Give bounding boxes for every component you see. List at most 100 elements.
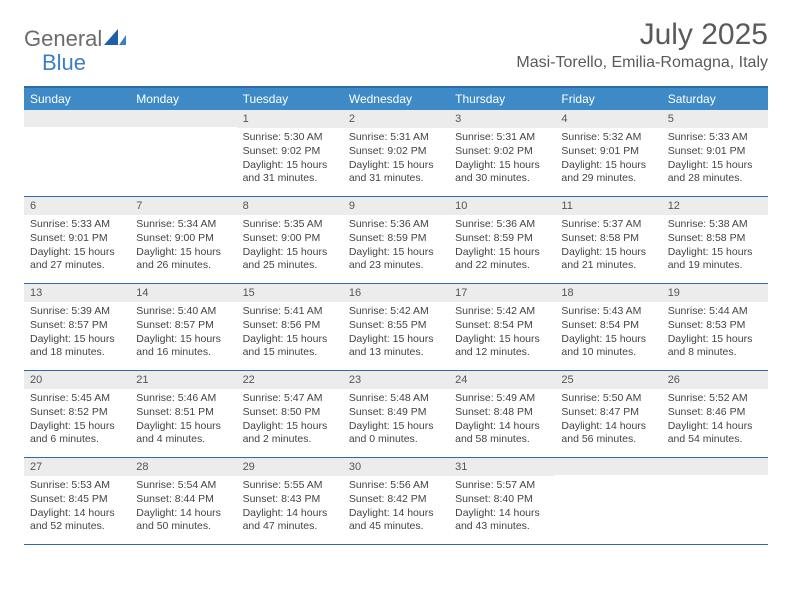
day-number: 17	[449, 284, 555, 302]
day-header-sat: Saturday	[662, 88, 768, 110]
title-block: July 2025 Masi-Torello, Emilia-Romagna, …	[516, 18, 768, 72]
sunset-text: Sunset: 9:01 PM	[30, 232, 124, 246]
sunset-text: Sunset: 8:55 PM	[349, 319, 443, 333]
day-body: Sunrise: 5:49 AMSunset: 8:48 PMDaylight:…	[449, 389, 555, 453]
day-header-row: Sunday Monday Tuesday Wednesday Thursday…	[24, 88, 768, 110]
daylight-text: Daylight: 14 hours and 56 minutes.	[561, 420, 655, 447]
day-cell: 14 Sunrise: 5:40 AMSunset: 8:57 PMDayligh…	[130, 284, 236, 370]
daylight-text: Daylight: 15 hours and 31 minutes.	[349, 159, 443, 186]
day-body: Sunrise: 5:46 AMSunset: 8:51 PMDaylight:…	[130, 389, 236, 453]
sunset-text: Sunset: 8:49 PM	[349, 406, 443, 420]
day-number: 20	[24, 371, 130, 389]
sunrise-text: Sunrise: 5:57 AM	[455, 479, 549, 493]
daylight-text: Daylight: 15 hours and 4 minutes.	[136, 420, 230, 447]
sunrise-text: Sunrise: 5:33 AM	[668, 131, 762, 145]
sunset-text: Sunset: 8:53 PM	[668, 319, 762, 333]
day-number: 4	[555, 110, 661, 128]
daylight-text: Daylight: 15 hours and 16 minutes.	[136, 333, 230, 360]
logo-sail-icon	[104, 29, 126, 52]
day-cell: 15Sunrise: 5:41 AMSunset: 8:56 PMDayligh…	[237, 284, 343, 370]
day-body: Sunrise: 5:35 AMSunset: 9:00 PMDaylight:…	[237, 215, 343, 279]
day-body: Sunrise: 5:33 AMSunset: 9:01 PMDaylight:…	[662, 128, 768, 192]
day-number: 19	[662, 284, 768, 302]
daylight-text: Daylight: 15 hours and 29 minutes.	[561, 159, 655, 186]
sunrise-text: Sunrise: 5:31 AM	[455, 131, 549, 145]
daylight-text: Daylight: 15 hours and 10 minutes.	[561, 333, 655, 360]
week-row: 1Sunrise: 5:30 AMSunset: 9:02 PMDaylight…	[24, 110, 768, 197]
daylight-text: Daylight: 15 hours and 18 minutes.	[30, 333, 124, 360]
day-number: 9	[343, 197, 449, 215]
day-number: 25	[555, 371, 661, 389]
day-number: 7	[130, 197, 236, 215]
sunset-text: Sunset: 8:50 PM	[243, 406, 337, 420]
day-number: 14	[130, 284, 236, 302]
sunset-text: Sunset: 9:01 PM	[561, 145, 655, 159]
day-cell: 25Sunrise: 5:50 AMSunset: 8:47 PMDayligh…	[555, 371, 661, 457]
day-cell: 24Sunrise: 5:49 AMSunset: 8:48 PMDayligh…	[449, 371, 555, 457]
day-cell: 8Sunrise: 5:35 AMSunset: 9:00 PMDaylight…	[237, 197, 343, 283]
day-body: Sunrise: 5:39 AMSunset: 8:57 PMDaylight:…	[24, 302, 130, 366]
daylight-text: Daylight: 15 hours and 19 minutes.	[668, 246, 762, 273]
day-cell: 29Sunrise: 5:55 AMSunset: 8:43 PMDayligh…	[237, 458, 343, 544]
sunrise-text: Sunrise: 5:42 AM	[349, 305, 443, 319]
sunset-text: Sunset: 8:56 PM	[243, 319, 337, 333]
daylight-text: Daylight: 14 hours and 47 minutes.	[243, 507, 337, 534]
daylight-text: Daylight: 15 hours and 8 minutes.	[668, 333, 762, 360]
day-number: 28	[130, 458, 236, 476]
day-cell: 12Sunrise: 5:38 AMSunset: 8:58 PMDayligh…	[662, 197, 768, 283]
sunrise-text: Sunrise: 5:34 AM	[136, 218, 230, 232]
day-cell: 13Sunrise: 5:39 AMSunset: 8:57 PMDayligh…	[24, 284, 130, 370]
logo: General	[24, 26, 126, 52]
day-cell: 20Sunrise: 5:45 AMSunset: 8:52 PMDayligh…	[24, 371, 130, 457]
day-body: Sunrise: 5:52 AMSunset: 8:46 PMDaylight:…	[662, 389, 768, 453]
daylight-text: Daylight: 15 hours and 26 minutes.	[136, 246, 230, 273]
day-cell: 1Sunrise: 5:30 AMSunset: 9:02 PMDaylight…	[237, 110, 343, 196]
sunrise-text: Sunrise: 5:52 AM	[668, 392, 762, 406]
day-body: Sunrise: 5:32 AMSunset: 9:01 PMDaylight:…	[555, 128, 661, 192]
day-number: 24	[449, 371, 555, 389]
day-number: 29	[237, 458, 343, 476]
sunrise-text: Sunrise: 5:30 AM	[243, 131, 337, 145]
daylight-text: Daylight: 15 hours and 27 minutes.	[30, 246, 124, 273]
location: Masi-Torello, Emilia-Romagna, Italy	[516, 54, 768, 72]
sunrise-text: Sunrise: 5:48 AM	[349, 392, 443, 406]
daylight-text: Daylight: 14 hours and 50 minutes.	[136, 507, 230, 534]
sunset-text: Sunset: 9:02 PM	[349, 145, 443, 159]
day-body: Sunrise: 5:36 AMSunset: 8:59 PMDaylight:…	[449, 215, 555, 279]
sunset-text: Sunset: 8:57 PM	[136, 319, 230, 333]
daylight-text: Daylight: 15 hours and 15 minutes.	[243, 333, 337, 360]
day-number: 31	[449, 458, 555, 476]
day-body: Sunrise: 5:55 AMSunset: 8:43 PMDaylight:…	[237, 476, 343, 540]
day-body: Sunrise: 5:47 AMSunset: 8:50 PMDaylight:…	[237, 389, 343, 453]
sunset-text: Sunset: 8:59 PM	[349, 232, 443, 246]
week-row: 13Sunrise: 5:39 AMSunset: 8:57 PMDayligh…	[24, 284, 768, 371]
day-header-tue: Tuesday	[237, 88, 343, 110]
day-number: 12	[662, 197, 768, 215]
day-number: 8	[237, 197, 343, 215]
day-cell: 7Sunrise: 5:34 AMSunset: 9:00 PMDaylight…	[130, 197, 236, 283]
day-cell	[130, 110, 236, 196]
sunrise-text: Sunrise: 5:54 AM	[136, 479, 230, 493]
sunrise-text: Sunrise: 5:55 AM	[243, 479, 337, 493]
sunset-text: Sunset: 8:40 PM	[455, 493, 549, 507]
sunrise-text: Sunrise: 5:44 AM	[668, 305, 762, 319]
day-number	[555, 458, 661, 475]
day-cell: 18Sunrise: 5:43 AMSunset: 8:54 PMDayligh…	[555, 284, 661, 370]
sunrise-text: Sunrise: 5:39 AM	[30, 305, 124, 319]
day-body: Sunrise: 5:31 AMSunset: 9:02 PMDaylight:…	[449, 128, 555, 192]
daylight-text: Daylight: 15 hours and 30 minutes.	[455, 159, 549, 186]
day-cell: 19 Sunrise: 5:44 AMSunset: 8:53 PMDayligh…	[662, 284, 768, 370]
sunset-text: Sunset: 9:00 PM	[136, 232, 230, 246]
day-number: 21	[130, 371, 236, 389]
sunset-text: Sunset: 8:58 PM	[668, 232, 762, 246]
day-cell: 16Sunrise: 5:42 AMSunset: 8:55 PMDayligh…	[343, 284, 449, 370]
daylight-text: Daylight: 15 hours and 25 minutes.	[243, 246, 337, 273]
sunrise-text: Sunrise: 5:40 AM	[136, 305, 230, 319]
day-number: 27	[24, 458, 130, 476]
sunset-text: Sunset: 9:02 PM	[243, 145, 337, 159]
sunset-text: Sunset: 8:44 PM	[136, 493, 230, 507]
sunrise-text: Sunrise: 5:49 AM	[455, 392, 549, 406]
day-cell	[555, 458, 661, 544]
logo-text-general: General	[24, 26, 102, 52]
day-body: Sunrise: 5:34 AMSunset: 9:00 PMDaylight:…	[130, 215, 236, 279]
